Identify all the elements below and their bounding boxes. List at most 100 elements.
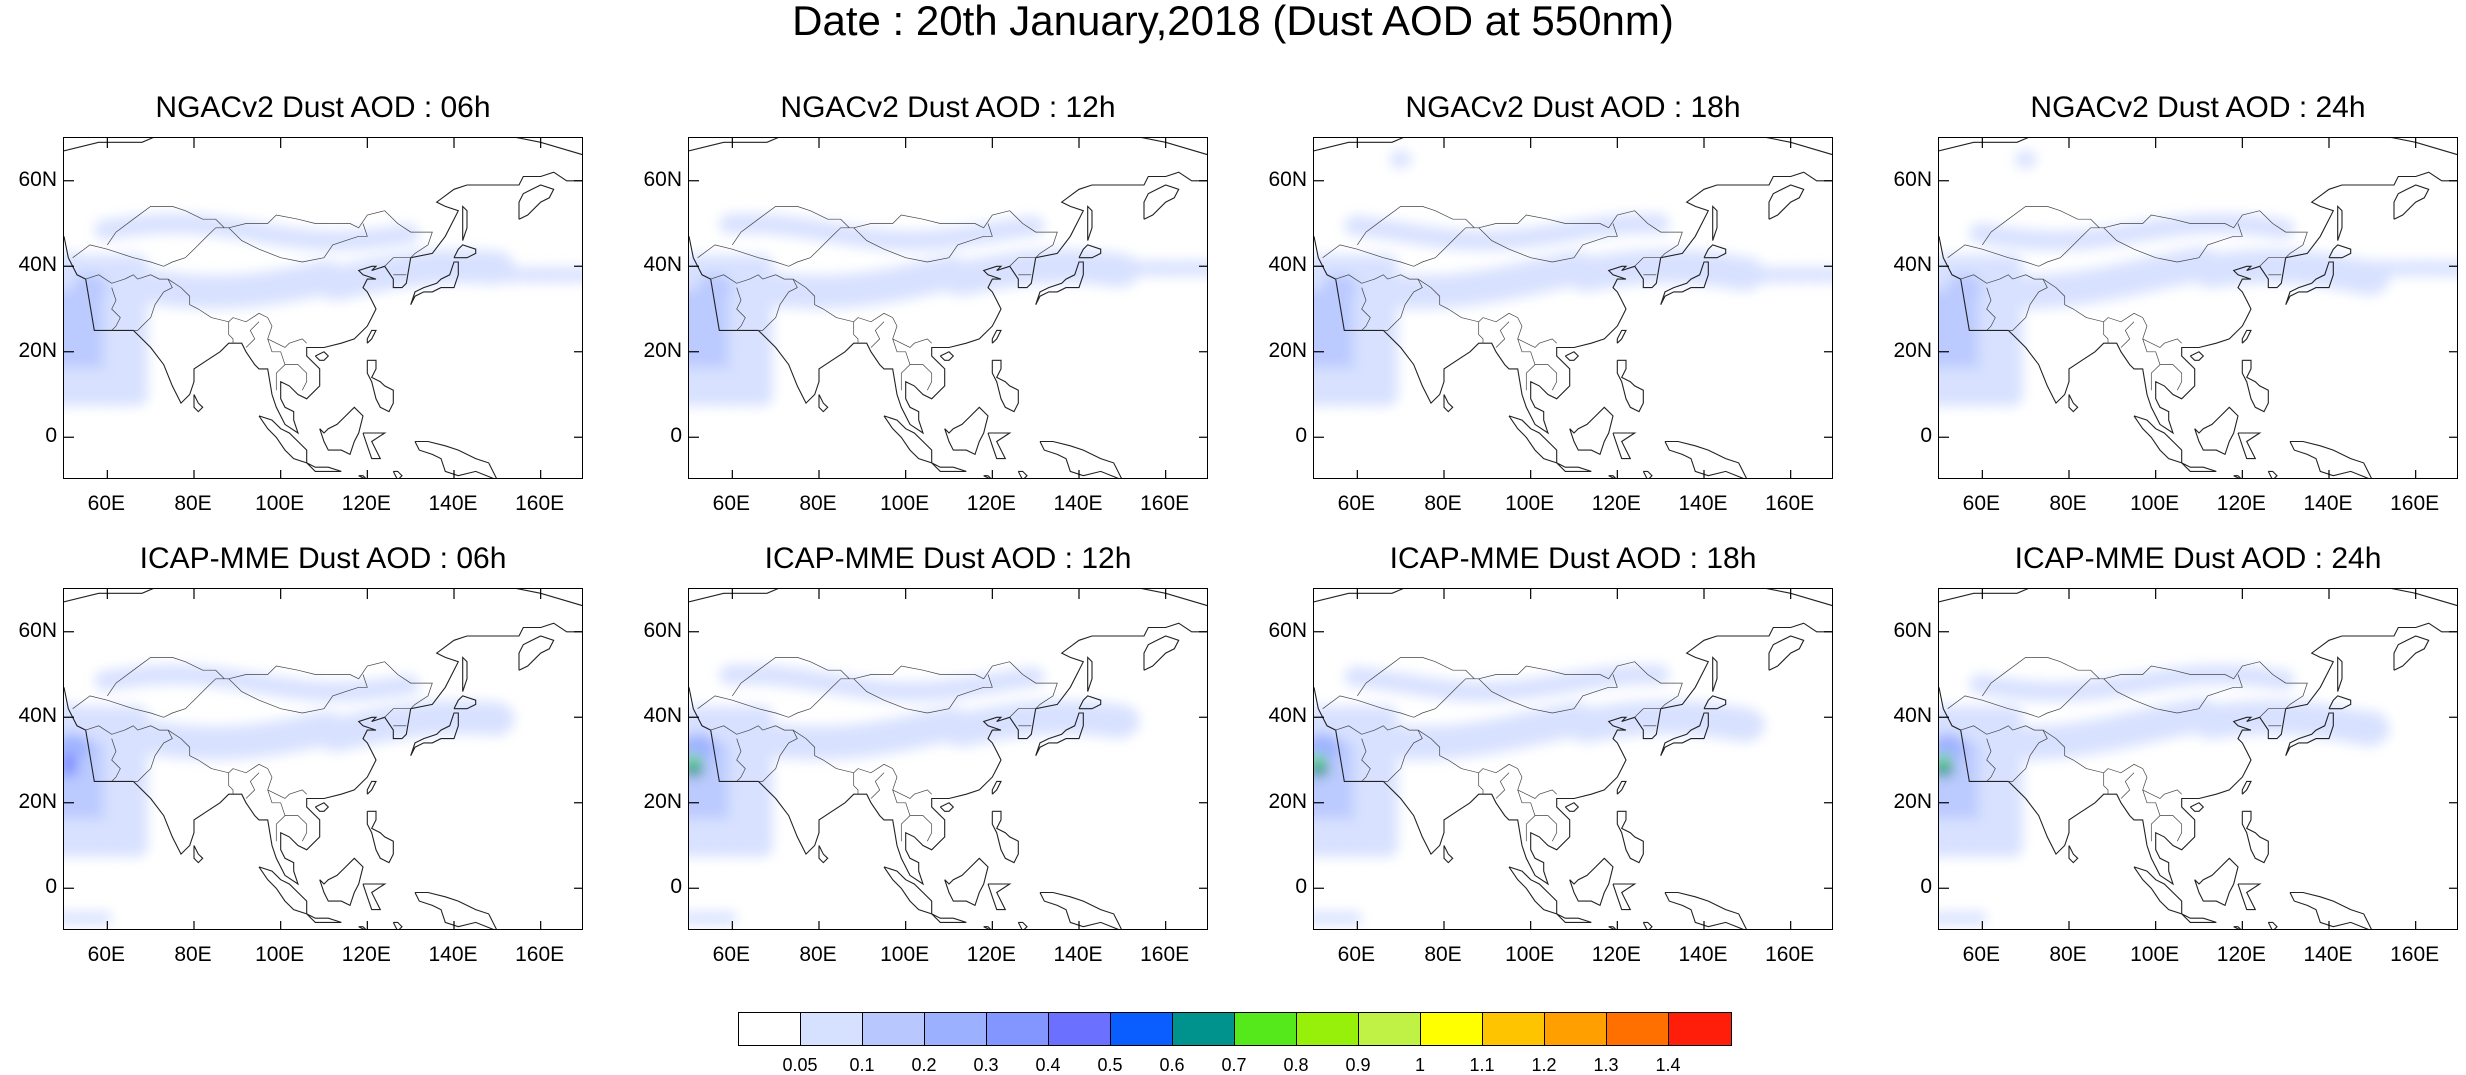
tick-marks [64,589,582,929]
panel-title: NGACv2 Dust AOD : 18h [1405,91,1741,124]
country-border [1383,725,1423,782]
aod-cell [2430,259,2453,277]
country-border [1960,274,2013,284]
coastline [931,462,967,472]
country-border [758,274,798,331]
country-border [1361,738,1371,782]
map-panel [1938,588,2458,930]
country-border [1986,738,1996,782]
aod-field [1314,664,1765,926]
aod-cell [1344,911,1362,926]
coastline [1017,470,1028,478]
lon-tick-label: 100E [1505,943,1555,966]
aod-cell [689,733,715,761]
lat-tick-label: 60N [18,167,57,191]
aod-cell [1180,259,1203,277]
colorbar-swatch [1545,1013,1607,1045]
coastline [2233,926,2242,929]
aod-cell [1956,911,1974,926]
aod-cell [538,266,561,284]
aod-cell [1076,710,1099,728]
coastlines [689,589,1207,929]
coastline [193,394,204,413]
country-border [736,738,746,782]
coastline [2241,780,2252,795]
country-border [228,223,368,263]
panel-title: NGACv2 Dust AOD : 06h [155,91,491,124]
aod-cell [64,733,90,761]
coastline [1712,656,1718,692]
coastline [2267,470,2278,478]
coastline [2189,802,2205,812]
country-border [2008,274,2048,331]
lon-tick-label: 100E [255,492,305,515]
colorbar-label: 0.6 [1159,1055,1185,1075]
coastline [2181,462,2217,472]
country-border [2120,772,2135,799]
country-border [133,725,173,782]
coastline [1660,261,1709,305]
aod-cell [118,705,149,730]
country-border [870,772,885,799]
coastline [258,866,308,915]
country-border [853,321,859,344]
coastline [2337,656,2343,692]
coastlines [1939,138,2457,478]
lat-tick-label: 0 [1920,875,1932,899]
country-border [285,815,308,842]
country-border [1982,206,2100,246]
coastline [2337,205,2343,241]
coastline [983,926,992,929]
coastline [462,656,468,692]
coastline [1642,470,1653,478]
coastline [2393,184,2430,220]
aod-cell [469,266,491,284]
lon-tick-label: 140E [1053,943,1103,966]
coastline [1508,866,1558,915]
coastline [366,359,394,413]
lon-tick-label: 60E [87,492,126,515]
lon-tick-label: 60E [87,943,126,966]
aod-cell [1042,259,1064,277]
aod-cell [1643,664,1670,685]
aod-cell [1939,303,1970,332]
tick-marks [1314,589,1832,929]
lat-tick-label: 20N [18,338,57,362]
colorbar-swatch [1235,1013,1297,1045]
lon-tick-label: 80E [2049,943,2087,966]
coastline [1314,171,1832,435]
lat-tick-label: 20N [1268,338,1307,362]
coastline [2133,866,2183,915]
dust-aod-map [64,589,582,929]
coastline [358,926,367,929]
coastline [1660,712,1709,756]
coastline [366,810,394,864]
aod-cell [1314,754,1325,766]
coastline [392,921,403,929]
country-border [1986,287,1996,331]
lat-tick-label: 20N [643,338,682,362]
dust-aod-map [1314,589,1832,929]
aod-cell [689,303,720,332]
aod-cell [1094,710,1116,728]
coastline [319,406,364,456]
country-border [228,321,234,344]
dust-aod-map [64,138,582,478]
coastline [818,394,829,413]
coastline [366,780,377,795]
aod-cell [64,754,75,766]
lat-tick-label: 0 [670,875,682,899]
coastline [818,845,829,864]
coastline [1143,184,1180,220]
coastline [392,470,403,478]
country-border [2120,321,2135,348]
coastline [414,440,497,478]
lat-tick-label: 0 [1295,424,1307,448]
dust-aod-map [689,138,1207,478]
lon-tick-label: 160E [515,943,565,966]
dust-aod-map [1939,589,2457,929]
coastline [410,261,459,305]
coastline [1569,857,1614,907]
map-panel [1313,588,1833,930]
country-border [245,772,260,799]
